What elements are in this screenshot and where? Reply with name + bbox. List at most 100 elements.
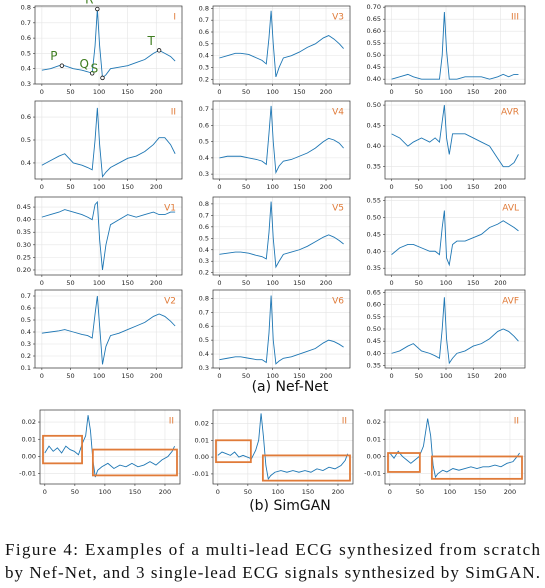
x-tick-label: 200 [494,279,506,287]
x-tick-label: 50 [416,488,424,496]
x-tick-label: 100 [93,279,105,287]
x-tick-label: 50 [66,183,74,191]
x-tick-label: 0 [40,88,44,96]
y-tick-label: 0.3 [21,340,31,348]
y-tick-label: 0.70 [367,3,381,11]
y-tick-label: 0.40 [17,216,31,224]
y-tick-label: 0.02 [22,418,36,426]
y-tick-label: 0.4 [21,65,31,73]
wave-point [156,48,162,53]
panel-label: (a) Nef-Net [252,379,329,395]
y-tick-label: 0.50 [367,325,381,333]
y-tick-label: 0.5 [199,138,209,146]
x-tick-label: 50 [242,372,250,380]
highlight-box [430,455,523,480]
y-tick-label: 0.25 [17,253,31,261]
y-tick-label: 0.8 [199,294,209,302]
y-tick-label: 0.50 [367,213,381,221]
x-tick-label: 200 [320,279,332,287]
axes-frame [212,100,351,180]
ecg-line [41,107,176,178]
x-tick-label: 100 [93,88,105,96]
y-tick-label: 0.45 [367,337,381,345]
y-tick-label: 0.8 [199,4,209,12]
wave-point [95,6,100,12]
x-tick-label: 100 [266,88,278,96]
ecg-line [41,295,176,365]
highlight-box [215,439,252,464]
axes-frame [212,196,351,276]
y-tick-label: 0.2 [199,75,209,83]
y-tick-label: 0.55 [367,196,381,204]
x-tick-label: 50 [415,372,423,380]
y-tick-label: 0.6 [21,113,31,121]
y-tick-label: 0.3 [199,170,209,178]
y-tick-label: 0.4 [199,154,209,162]
x-tick-label: 50 [242,183,250,191]
axes-frame [384,289,526,369]
y-tick-label: 0.3 [21,80,31,88]
x-tick-label: 150 [474,488,486,496]
y-tick-label: 0.8 [21,4,31,12]
y-tick-label: 0.3 [199,364,209,372]
y-tick-label: 0.20 [17,266,31,274]
y-tick-label: -0.01 [192,470,209,478]
axes-frame [384,196,526,276]
y-tick-label: 0.6 [21,304,31,312]
wave-label: R [85,0,93,7]
lead-title: V4 [332,108,344,118]
y-tick-label: 0.00 [22,452,36,460]
x-tick-label: 0 [40,279,44,287]
ecg-line [219,201,344,269]
highlight-box [261,454,351,482]
lead-title: III [511,13,519,23]
x-tick-label: 150 [293,88,305,96]
x-tick-label: 0 [40,183,44,191]
x-tick-label: 200 [332,488,344,496]
x-tick-label: 0 [217,88,221,96]
axes-frame [212,289,351,369]
x-tick-label: 100 [440,279,452,287]
y-tick-label: 0.35 [367,362,381,370]
wave-point [89,71,95,76]
y-tick-label: 0.40 [367,349,381,357]
y-tick-label: 0.02 [367,418,381,426]
x-tick-label: 0 [389,183,393,191]
x-tick-label: 100 [99,488,111,496]
y-tick-label: 0.4 [199,246,209,254]
x-tick-label: 0 [389,279,393,287]
axes-frame [34,289,183,369]
axes-frame [34,196,183,276]
y-tick-label: 0.30 [17,241,31,249]
ecg-line [217,413,349,481]
lead-title: I [173,13,176,23]
lead-title: V1 [164,204,176,214]
y-tick-label: 0.8 [199,200,209,208]
x-tick-label: 200 [320,372,332,380]
axes-frame [39,409,181,485]
y-tick-label: 0.01 [22,435,36,443]
x-tick-label: 150 [467,88,479,96]
wave-point [59,63,65,68]
y-tick-label: 0.3 [199,257,209,265]
axes-frame [212,409,354,485]
x-tick-label: 50 [242,279,250,287]
ecg-line [44,415,175,478]
y-tick-label: 0.35 [367,163,381,171]
x-tick-label: 150 [121,372,133,380]
x-tick-label: 0 [389,88,393,96]
y-tick-label: 0.4 [199,52,209,60]
y-tick-label: 0.7 [199,16,209,24]
y-tick-label: 0.50 [367,101,381,109]
y-tick-label: 0.5 [199,336,209,344]
lead-title: AVL [502,204,519,214]
y-tick-label: 0.40 [367,142,381,150]
y-tick-label: 0.6 [199,28,209,36]
x-tick-label: 150 [293,372,305,380]
lead-title: II [514,417,519,427]
y-tick-label: 0.2 [21,352,31,360]
y-tick-label: -0.01 [19,470,36,478]
x-tick-label: 50 [66,88,74,96]
x-tick-label: 150 [293,279,305,287]
y-tick-label: 0.7 [21,19,31,27]
